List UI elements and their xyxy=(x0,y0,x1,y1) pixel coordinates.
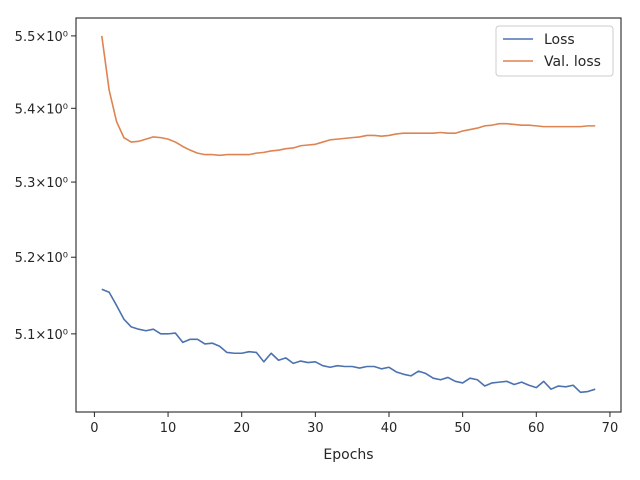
x-tick-label: 60 xyxy=(528,421,545,436)
y-tick-label: 5.2×10⁰ xyxy=(15,251,68,266)
series-line-loss xyxy=(101,288,596,394)
series-line-val-loss xyxy=(100,35,596,157)
x-tick-label: 70 xyxy=(602,421,619,436)
x-tick-label: 10 xyxy=(160,421,177,436)
y-tick-label: 5.3×10⁰ xyxy=(15,176,68,191)
x-tick-label: 50 xyxy=(454,421,471,436)
plot-area-background xyxy=(76,18,621,412)
y-tick-label: 5.1×10⁰ xyxy=(15,328,68,343)
y-tick-label: 5.5×10⁰ xyxy=(15,30,68,45)
x-axis: 0 10 20 30 40 50 60 70 xyxy=(90,412,618,436)
x-axis-label: Epochs xyxy=(323,447,373,463)
legend-label: Val. loss xyxy=(544,54,601,70)
y-tick-label: 5.4×10⁰ xyxy=(15,102,68,117)
x-tick-label: 30 xyxy=(307,421,324,436)
x-tick-label: 20 xyxy=(233,421,250,436)
plot-frame xyxy=(75,17,622,413)
x-tick-label: 40 xyxy=(381,421,398,436)
legend-label: Loss xyxy=(544,32,575,48)
legend: Loss Val. loss xyxy=(495,25,614,77)
series-layer xyxy=(100,35,596,394)
x-tick-label: 0 xyxy=(90,421,98,436)
y-axis: 5.1×10⁰ 5.2×10⁰ 5.3×10⁰ 5.4×10⁰ 5.5×10⁰ xyxy=(15,30,76,343)
